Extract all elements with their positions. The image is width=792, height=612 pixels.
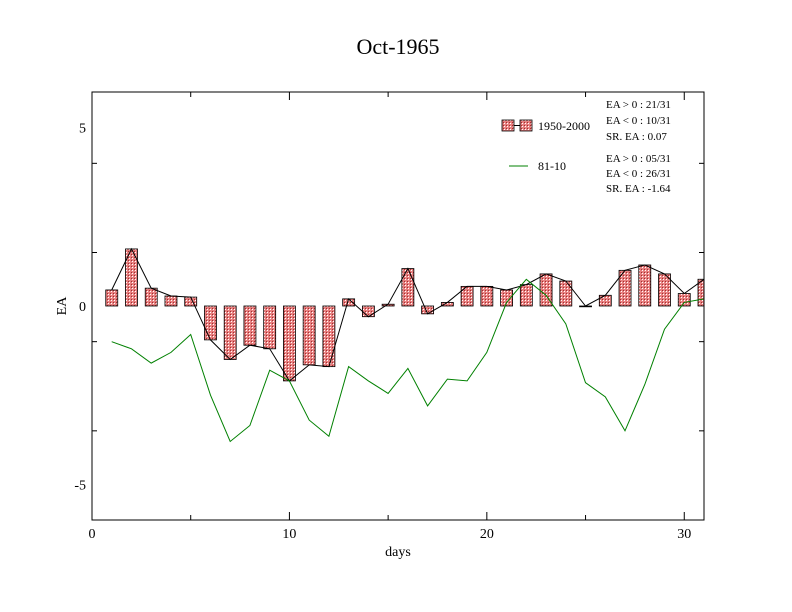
x-tick-label: 10 [282, 527, 296, 542]
legend-stat: SR. EA : -1.64 [606, 183, 671, 195]
bar [480, 285, 494, 307]
legend-label-81-10: 81-10 [538, 159, 566, 173]
bar [184, 296, 198, 307]
bar [519, 284, 533, 307]
bar [401, 268, 415, 307]
legend-stat: SR. EA : 0.07 [606, 131, 667, 143]
bar [223, 305, 237, 360]
series-line-1950-2000 [111, 247, 705, 382]
bar [283, 305, 296, 382]
legend-stat: EA < 0 : 26/31 [606, 168, 671, 180]
lines-layer [111, 247, 705, 443]
bar [677, 293, 691, 307]
bar [302, 305, 316, 366]
legend-stat: EA < 0 : 10/31 [606, 115, 671, 127]
bar [243, 305, 257, 346]
bar [322, 305, 336, 368]
legend-bar-swatch [519, 119, 533, 132]
bar [105, 289, 119, 307]
bar [559, 280, 573, 307]
bar [598, 294, 612, 307]
bar [164, 295, 178, 307]
legend-bar-swatch [501, 119, 515, 132]
y-tick-label: -5 [74, 478, 86, 493]
chart-title: Oct-1965 [356, 34, 439, 59]
bar [204, 305, 217, 341]
bar [144, 287, 158, 307]
legend-label-1950-2000: 1950-2000 [538, 119, 590, 133]
legend-stat: EA > 0 : 05/31 [606, 153, 671, 165]
bar [638, 264, 652, 307]
bar [361, 305, 375, 318]
x-tick-label: 30 [677, 527, 691, 542]
bars-layer [105, 248, 705, 382]
y-tick-label: 5 [79, 122, 86, 137]
bar [263, 305, 277, 350]
legend-stat: EA > 0 : 21/31 [606, 99, 671, 111]
y-axis-label: EA [55, 296, 70, 316]
series-line-81-10 [111, 278, 705, 443]
x-tick-label: 0 [89, 527, 96, 542]
axes-layer: 0 10 20 30 -5 0 5 [74, 92, 704, 542]
legend: 1950-2000 EA > 0 : 21/31 EA < 0 : 10/31 … [501, 99, 671, 195]
plot-frame [91, 91, 705, 521]
y-tick-label: 0 [79, 300, 86, 315]
x-tick-label: 20 [480, 527, 494, 542]
x-axis-label: days [385, 545, 411, 560]
